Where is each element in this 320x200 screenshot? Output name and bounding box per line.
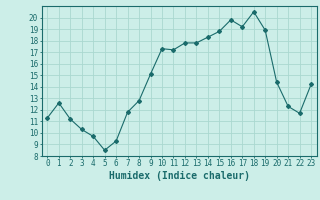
- X-axis label: Humidex (Indice chaleur): Humidex (Indice chaleur): [109, 171, 250, 181]
